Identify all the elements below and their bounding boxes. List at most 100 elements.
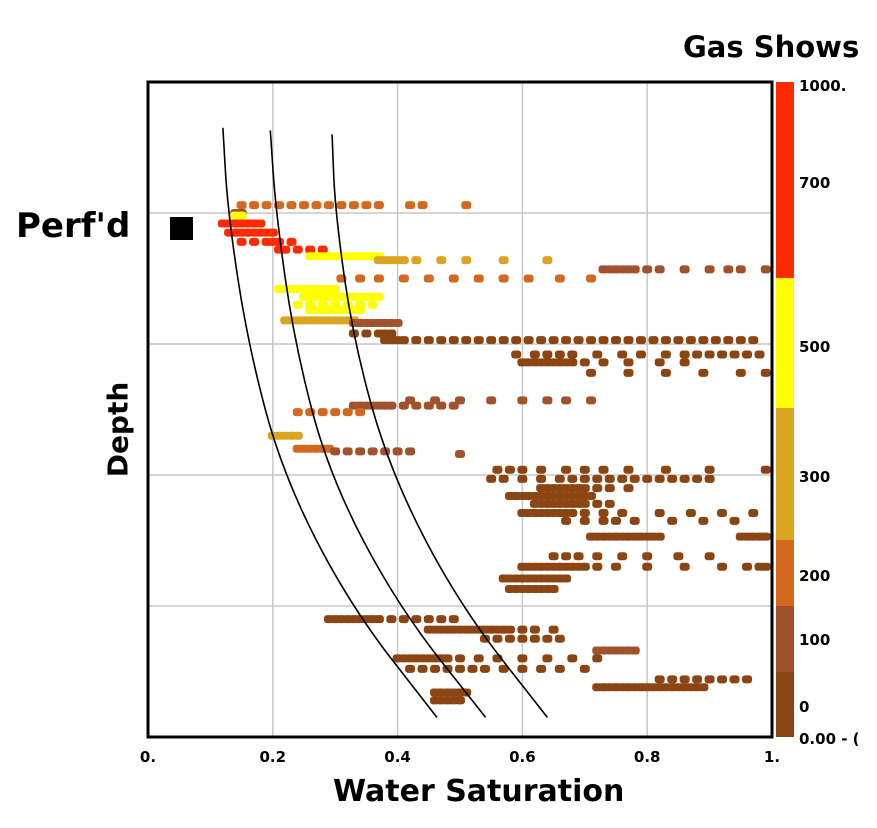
data-point bbox=[536, 465, 547, 474]
data-point bbox=[735, 265, 746, 274]
data-point bbox=[305, 245, 316, 254]
data-point bbox=[598, 508, 609, 517]
data-point bbox=[667, 516, 678, 525]
data-point bbox=[579, 508, 590, 517]
legend-label: 700 bbox=[799, 174, 830, 192]
data-point bbox=[617, 508, 628, 517]
data-point bbox=[561, 465, 572, 474]
saturation-curve bbox=[331, 134, 548, 718]
data-point bbox=[561, 574, 572, 583]
legend-band bbox=[776, 606, 794, 672]
data-point bbox=[654, 675, 665, 684]
data-point bbox=[317, 408, 328, 417]
data-point bbox=[598, 516, 609, 525]
data-point bbox=[717, 508, 728, 517]
x-tick-label: 1. bbox=[764, 748, 780, 766]
data-point bbox=[579, 562, 590, 571]
data-point bbox=[717, 675, 728, 684]
data-point bbox=[579, 474, 590, 483]
data-point bbox=[267, 228, 278, 237]
data-point bbox=[548, 625, 559, 634]
data-point bbox=[442, 654, 453, 663]
data-point bbox=[660, 368, 671, 377]
data-point bbox=[423, 274, 434, 283]
data-point bbox=[586, 368, 597, 377]
data-point bbox=[679, 358, 690, 367]
perf-annotation: Perf'd bbox=[16, 206, 131, 246]
data-point bbox=[679, 675, 690, 684]
data-point bbox=[729, 350, 740, 359]
data-point bbox=[598, 336, 609, 345]
data-point bbox=[685, 508, 696, 517]
data-point bbox=[367, 447, 378, 456]
data-point bbox=[704, 265, 715, 274]
data-point bbox=[361, 329, 372, 338]
data-point bbox=[760, 465, 771, 474]
data-point bbox=[623, 336, 634, 345]
data-point bbox=[685, 336, 696, 345]
data-point bbox=[629, 516, 640, 525]
data-point bbox=[698, 368, 709, 377]
data-point bbox=[623, 358, 634, 367]
data-point bbox=[411, 256, 422, 265]
data-point bbox=[642, 265, 653, 274]
data-point bbox=[280, 245, 291, 254]
data-point bbox=[517, 625, 528, 634]
data-point bbox=[330, 447, 341, 456]
data-point bbox=[355, 274, 366, 283]
data-point bbox=[423, 401, 434, 410]
data-point bbox=[579, 465, 590, 474]
data-point bbox=[492, 465, 503, 474]
data-point bbox=[323, 201, 334, 210]
data-point bbox=[567, 508, 578, 517]
data-point bbox=[561, 552, 572, 561]
data-point bbox=[573, 336, 584, 345]
saturation-curve bbox=[222, 127, 438, 718]
data-point bbox=[654, 508, 665, 517]
data-point bbox=[517, 474, 528, 483]
legend-band bbox=[776, 278, 794, 408]
data-point bbox=[398, 256, 409, 265]
data-point bbox=[448, 401, 459, 410]
legend-label: 0.00 - ( bbox=[799, 730, 860, 748]
data-point bbox=[629, 646, 640, 655]
data-point bbox=[704, 675, 715, 684]
data-point bbox=[542, 396, 553, 405]
data-point bbox=[498, 664, 509, 673]
data-point bbox=[511, 336, 522, 345]
data-point bbox=[592, 350, 603, 359]
data-point bbox=[754, 350, 765, 359]
x-axis-label: Water Saturation bbox=[333, 774, 625, 809]
data-point bbox=[660, 465, 671, 474]
data-point bbox=[554, 474, 565, 483]
data-point bbox=[511, 350, 522, 359]
data-point bbox=[467, 664, 478, 673]
data-point bbox=[742, 675, 753, 684]
data-point bbox=[673, 336, 684, 345]
data-point bbox=[654, 474, 665, 483]
data-point bbox=[604, 499, 615, 508]
data-point bbox=[479, 664, 490, 673]
data-point bbox=[461, 256, 472, 265]
data-point bbox=[292, 300, 303, 309]
data-point bbox=[579, 499, 590, 508]
data-point bbox=[292, 245, 303, 254]
data-point bbox=[579, 664, 590, 673]
data-point bbox=[679, 265, 690, 274]
legend-band bbox=[776, 82, 794, 278]
data-point bbox=[342, 447, 353, 456]
data-point bbox=[355, 447, 366, 456]
data-point bbox=[592, 499, 603, 508]
data-point bbox=[236, 237, 247, 246]
data-point bbox=[654, 358, 665, 367]
data-point bbox=[405, 201, 416, 210]
saturation-curve bbox=[269, 130, 487, 718]
data-point bbox=[598, 465, 609, 474]
data-point bbox=[698, 336, 709, 345]
data-point bbox=[423, 336, 434, 345]
data-point bbox=[748, 336, 759, 345]
data-point bbox=[623, 368, 634, 377]
data-point bbox=[567, 358, 578, 367]
data-point bbox=[567, 654, 578, 663]
data-point bbox=[455, 664, 465, 673]
